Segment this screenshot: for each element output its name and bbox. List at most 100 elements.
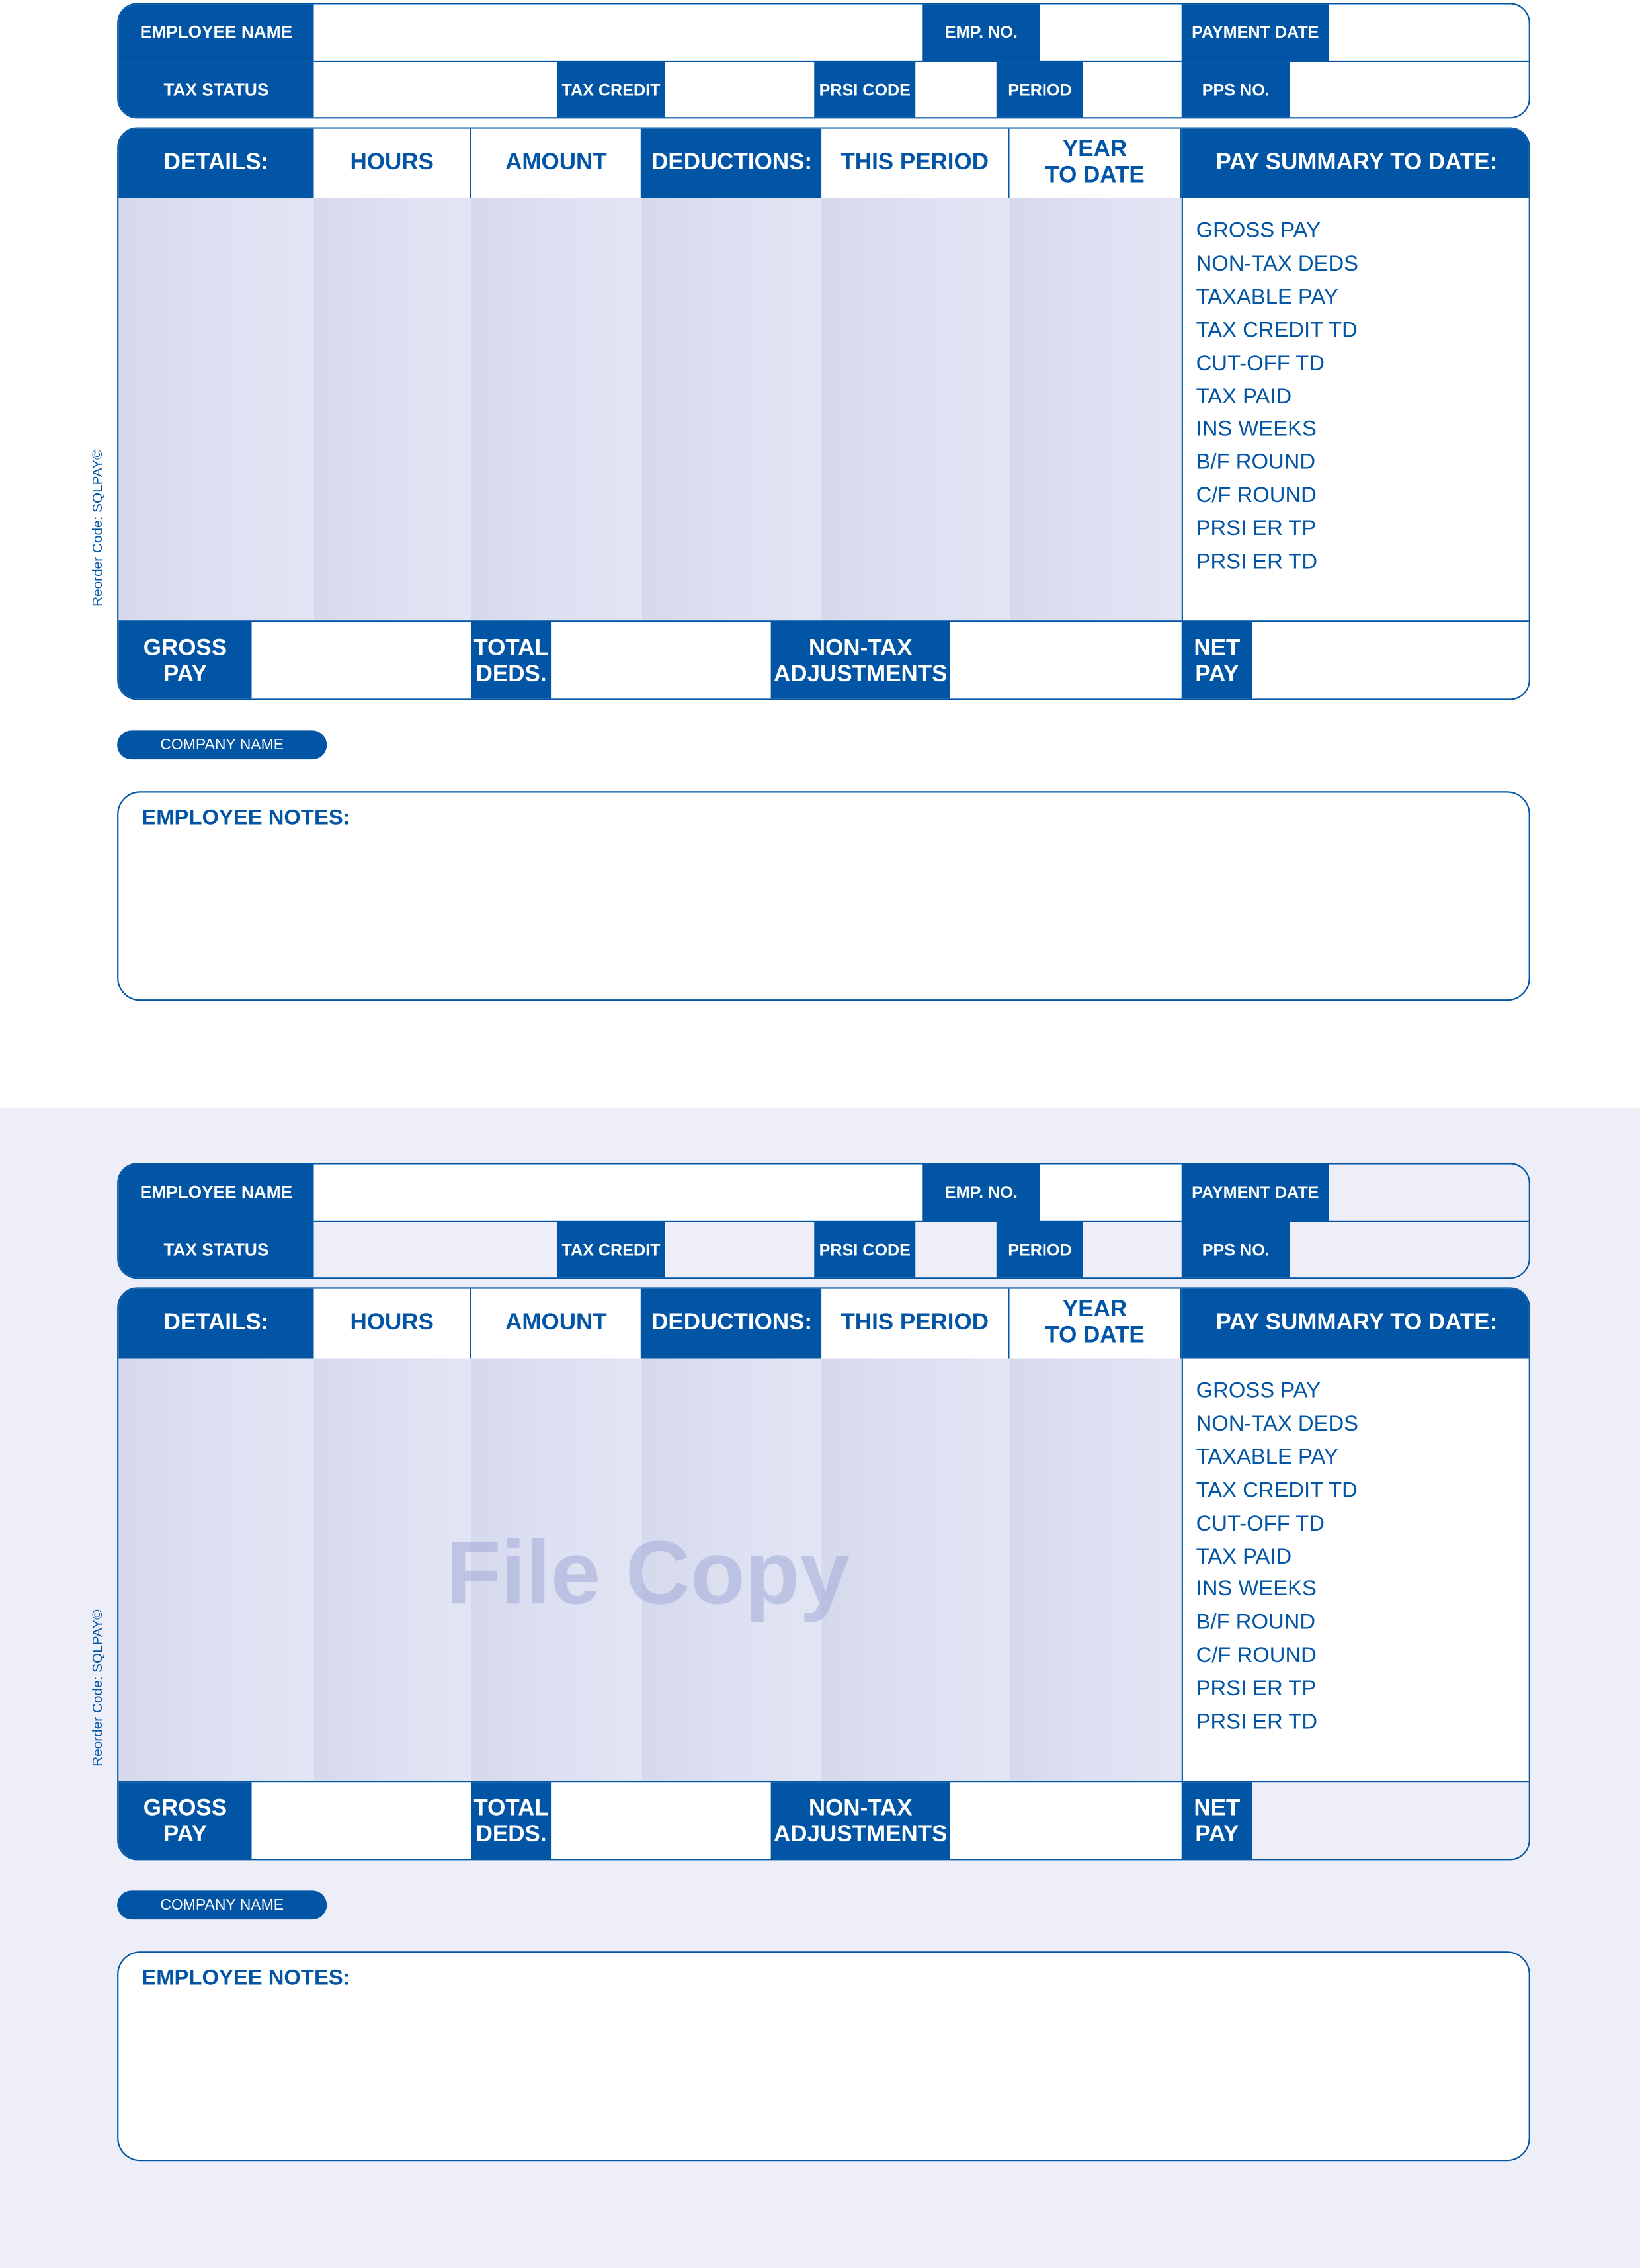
year-to-date-header: YEAR TO DATE: [1009, 1288, 1182, 1359]
summary-item: GROSS PAY: [1196, 1378, 1321, 1404]
body-column-1[interactable]: [118, 1358, 314, 1781]
summary-item: TAX PAID: [1196, 384, 1292, 409]
reorder-code: Reorder Code: SQLPAY©: [90, 1609, 106, 1767]
body-column-4[interactable]: [642, 1358, 822, 1781]
employee-notes-box[interactable]: EMPLOYEE NOTES:: [117, 791, 1530, 1001]
summary-item: C/F ROUND: [1196, 1643, 1317, 1668]
tax-status-label: TAX STATUS: [118, 1222, 314, 1278]
prsi-code-label: PRSI CODE: [814, 62, 916, 118]
pay-details-table: DETAILS: HOURS AMOUNT DEDUCTIONS: THIS PERIO…: [117, 1287, 1530, 1861]
non-tax-adjustments-label: NON-TAX ADJUSTMENTS: [770, 622, 950, 699]
gross-pay-label: GROSS PAY: [118, 622, 252, 699]
tax-status-field[interactable]: [313, 62, 557, 118]
total-deds-field[interactable]: [551, 622, 771, 699]
summary-item: PRSI ER TP: [1196, 516, 1317, 542]
tax-credit-label: TAX CREDIT: [556, 62, 665, 118]
gross-line-1: GROSS: [143, 636, 227, 661]
total-deds-field[interactable]: [551, 1782, 771, 1859]
net-pay-label: NET PAY: [1181, 622, 1252, 699]
employee-notes-label: EMPLOYEE NOTES:: [142, 806, 350, 831]
deductions-header: DEDUCTIONS:: [642, 1288, 822, 1359]
emp-no-field[interactable]: [1040, 4, 1182, 63]
body-column-6[interactable]: [1009, 1358, 1182, 1781]
body-column-3[interactable]: [471, 198, 643, 621]
employee-info-box: EMPLOYEE NAME EMP. NO. PAYMENT DATE TAX STA…: [117, 3, 1530, 119]
gross-pay-field[interactable]: [251, 1782, 472, 1859]
deductions-header: DEDUCTIONS:: [642, 128, 822, 198]
tax-status-field[interactable]: [313, 1222, 557, 1278]
summary-item: TAX CREDIT TD: [1196, 317, 1358, 343]
this-period-header: THIS PERIOD: [821, 1288, 1010, 1359]
body-column-2[interactable]: [313, 198, 472, 621]
body-column-1[interactable]: [118, 198, 314, 621]
employee-notes-box[interactable]: EMPLOYEE NOTES:: [117, 1951, 1530, 2162]
total-line-2: DEDS.: [475, 661, 547, 687]
net-pay-field[interactable]: [1252, 1782, 1529, 1859]
body-column-2[interactable]: [313, 1358, 472, 1781]
gross-pay-field[interactable]: [251, 622, 472, 699]
gross-pay-label: GROSS PAY: [118, 1782, 252, 1859]
summary-item: NON-TAX DEDS: [1196, 251, 1359, 276]
summary-item: B/F ROUND: [1196, 1610, 1316, 1635]
summary-item: NON-TAX DEDS: [1196, 1411, 1359, 1437]
non-tax-adjustments-field[interactable]: [950, 622, 1182, 699]
prsi-code-field[interactable]: [915, 62, 997, 118]
tax-status-label: TAX STATUS: [118, 62, 314, 118]
non-tax-adjustments-field[interactable]: [950, 1782, 1182, 1859]
pay-summary-panel: [1181, 1358, 1529, 1781]
tax-credit-field[interactable]: [665, 1222, 815, 1278]
net-line-1: NET: [1194, 636, 1241, 661]
emp-no-label: EMP. NO.: [922, 4, 1040, 63]
employee-name-field[interactable]: [313, 1164, 923, 1222]
hours-header: HOURS: [313, 1288, 472, 1359]
summary-item: CUT-OFF TD: [1196, 351, 1325, 376]
employee-notes-label: EMPLOYEE NOTES:: [142, 1966, 350, 1991]
prsi-code-label: PRSI CODE: [814, 1222, 916, 1278]
gross-line-2: PAY: [163, 661, 208, 687]
body-column-5[interactable]: [821, 198, 1010, 621]
table-divider: [118, 620, 1529, 622]
year-label: YEAR: [1062, 1296, 1128, 1322]
payslip-original: EMPLOYEE NAME EMP. NO. PAYMENT DATE TAX STA…: [0, 0, 1640, 1013]
nontax-line-2: ADJUSTMENTS: [773, 1822, 948, 1847]
details-header: DETAILS:: [118, 1288, 314, 1359]
period-field[interactable]: [1083, 62, 1182, 118]
nontax-line-1: NON-TAX: [808, 1796, 913, 1822]
this-period-header: THIS PERIOD: [821, 128, 1010, 198]
table-divider: [118, 1781, 1529, 1783]
nontax-line-1: NON-TAX: [808, 636, 913, 661]
summary-item: TAX PAID: [1196, 1544, 1292, 1569]
payment-date-field[interactable]: [1329, 4, 1529, 63]
total-deds-label: TOTAL DEDS.: [471, 622, 552, 699]
employee-name-field[interactable]: [313, 4, 923, 63]
file-copy-watermark: File Copy: [446, 1523, 850, 1624]
net-pay-label: NET PAY: [1181, 1782, 1252, 1859]
total-line-1: TOTAL: [473, 1796, 549, 1822]
employee-name-label: EMPLOYEE NAME: [118, 1164, 314, 1222]
pps-no-field[interactable]: [1290, 1222, 1529, 1278]
period-field[interactable]: [1083, 1222, 1182, 1278]
employee-info-box: EMPLOYEE NAME EMP. NO. PAYMENT DATE TAX STA…: [117, 1163, 1530, 1279]
net-pay-field[interactable]: [1252, 622, 1529, 699]
pay-summary-panel: [1181, 198, 1529, 621]
tax-credit-field[interactable]: [665, 62, 815, 118]
body-column-4[interactable]: [642, 198, 822, 621]
total-line-1: TOTAL: [473, 636, 549, 661]
total-deds-label: TOTAL DEDS.: [471, 1782, 552, 1859]
emp-no-field[interactable]: [1040, 1164, 1182, 1222]
prsi-code-field[interactable]: [915, 1222, 997, 1278]
pps-no-field[interactable]: [1290, 62, 1529, 118]
summary-item: PRSI ER TP: [1196, 1676, 1317, 1702]
body-column-6[interactable]: [1009, 198, 1182, 621]
payment-date-field[interactable]: [1329, 1164, 1529, 1222]
body-column-5[interactable]: [821, 1358, 1010, 1781]
net-line-2: PAY: [1195, 661, 1239, 687]
net-line-2: PAY: [1195, 1822, 1239, 1847]
summary-item: PRSI ER TD: [1196, 550, 1318, 575]
pps-no-label: PPS NO.: [1181, 1222, 1290, 1278]
amount-header: AMOUNT: [471, 128, 643, 198]
body-column-3[interactable]: [471, 1358, 643, 1781]
to-date-label: TO DATE: [1045, 163, 1145, 189]
summary-item: TAXABLE PAY: [1196, 284, 1338, 310]
